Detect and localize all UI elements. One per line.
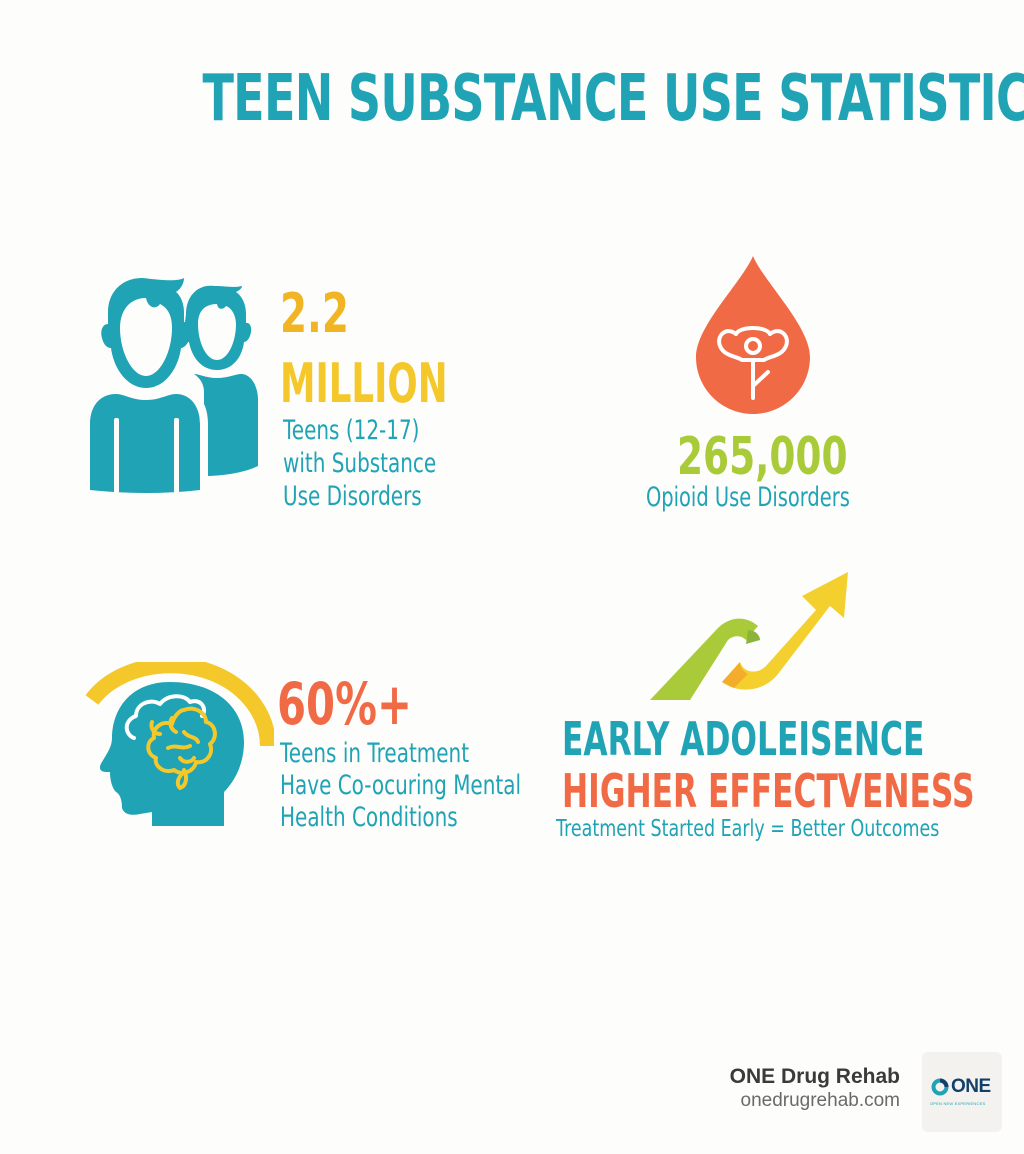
stat-value: 2.2 [280, 282, 349, 345]
heading-higher-effectiveness: HIGHER EFFECTVENESS [562, 764, 975, 818]
page-title: TEEN SUBSTANCE USE STATISTICS (2022) [0, 62, 1024, 136]
stat-unit: MILLION [280, 352, 448, 415]
heading-early-adolescence: EARLY ADOLEISENCE [562, 712, 925, 766]
stat-description: Teens in Treatment Have Co-ocuring Menta… [280, 738, 521, 834]
stat-description: Opioid Use Disorders [646, 482, 850, 513]
description-line: Have Co-ocuring Mental [280, 770, 522, 801]
two-people-icon [90, 278, 258, 493]
title-text: TEEN SUBSTANCE USE STATISTICS (2022) [202, 62, 1024, 136]
brand-name: ONE Drug Rehab [729, 1065, 900, 1088]
stat-value: 60%+ [277, 670, 412, 738]
description-line: with Substance [283, 448, 437, 479]
logo-word: ONE [951, 1076, 991, 1097]
logo-tagline: OPEN NEW EXPERIENCES [930, 1101, 986, 1106]
description-line: Teens (12-17) [283, 415, 420, 446]
stat-description: Teens (12-17) with Substance Use Disorde… [283, 414, 436, 513]
description-line: Teens in Treatment [280, 738, 470, 769]
stat-description: Treatment Started Early = Better Outcome… [556, 816, 940, 842]
description-line: Health Conditions [280, 802, 458, 833]
head-brain-icon [85, 662, 274, 826]
brand-logo: ONE OPEN NEW EXPERIENCES [922, 1052, 1002, 1132]
stat-value: 265,000 [677, 427, 848, 487]
drop-poppy-icon [696, 256, 810, 414]
description-line: Use Disorders [283, 481, 422, 512]
brand-url[interactable]: onedrugrehab.com [740, 1090, 901, 1111]
ring-logo-icon [931, 1078, 949, 1096]
logo-mark: ONE [931, 1076, 991, 1098]
upward-arrow-icon [650, 572, 848, 700]
